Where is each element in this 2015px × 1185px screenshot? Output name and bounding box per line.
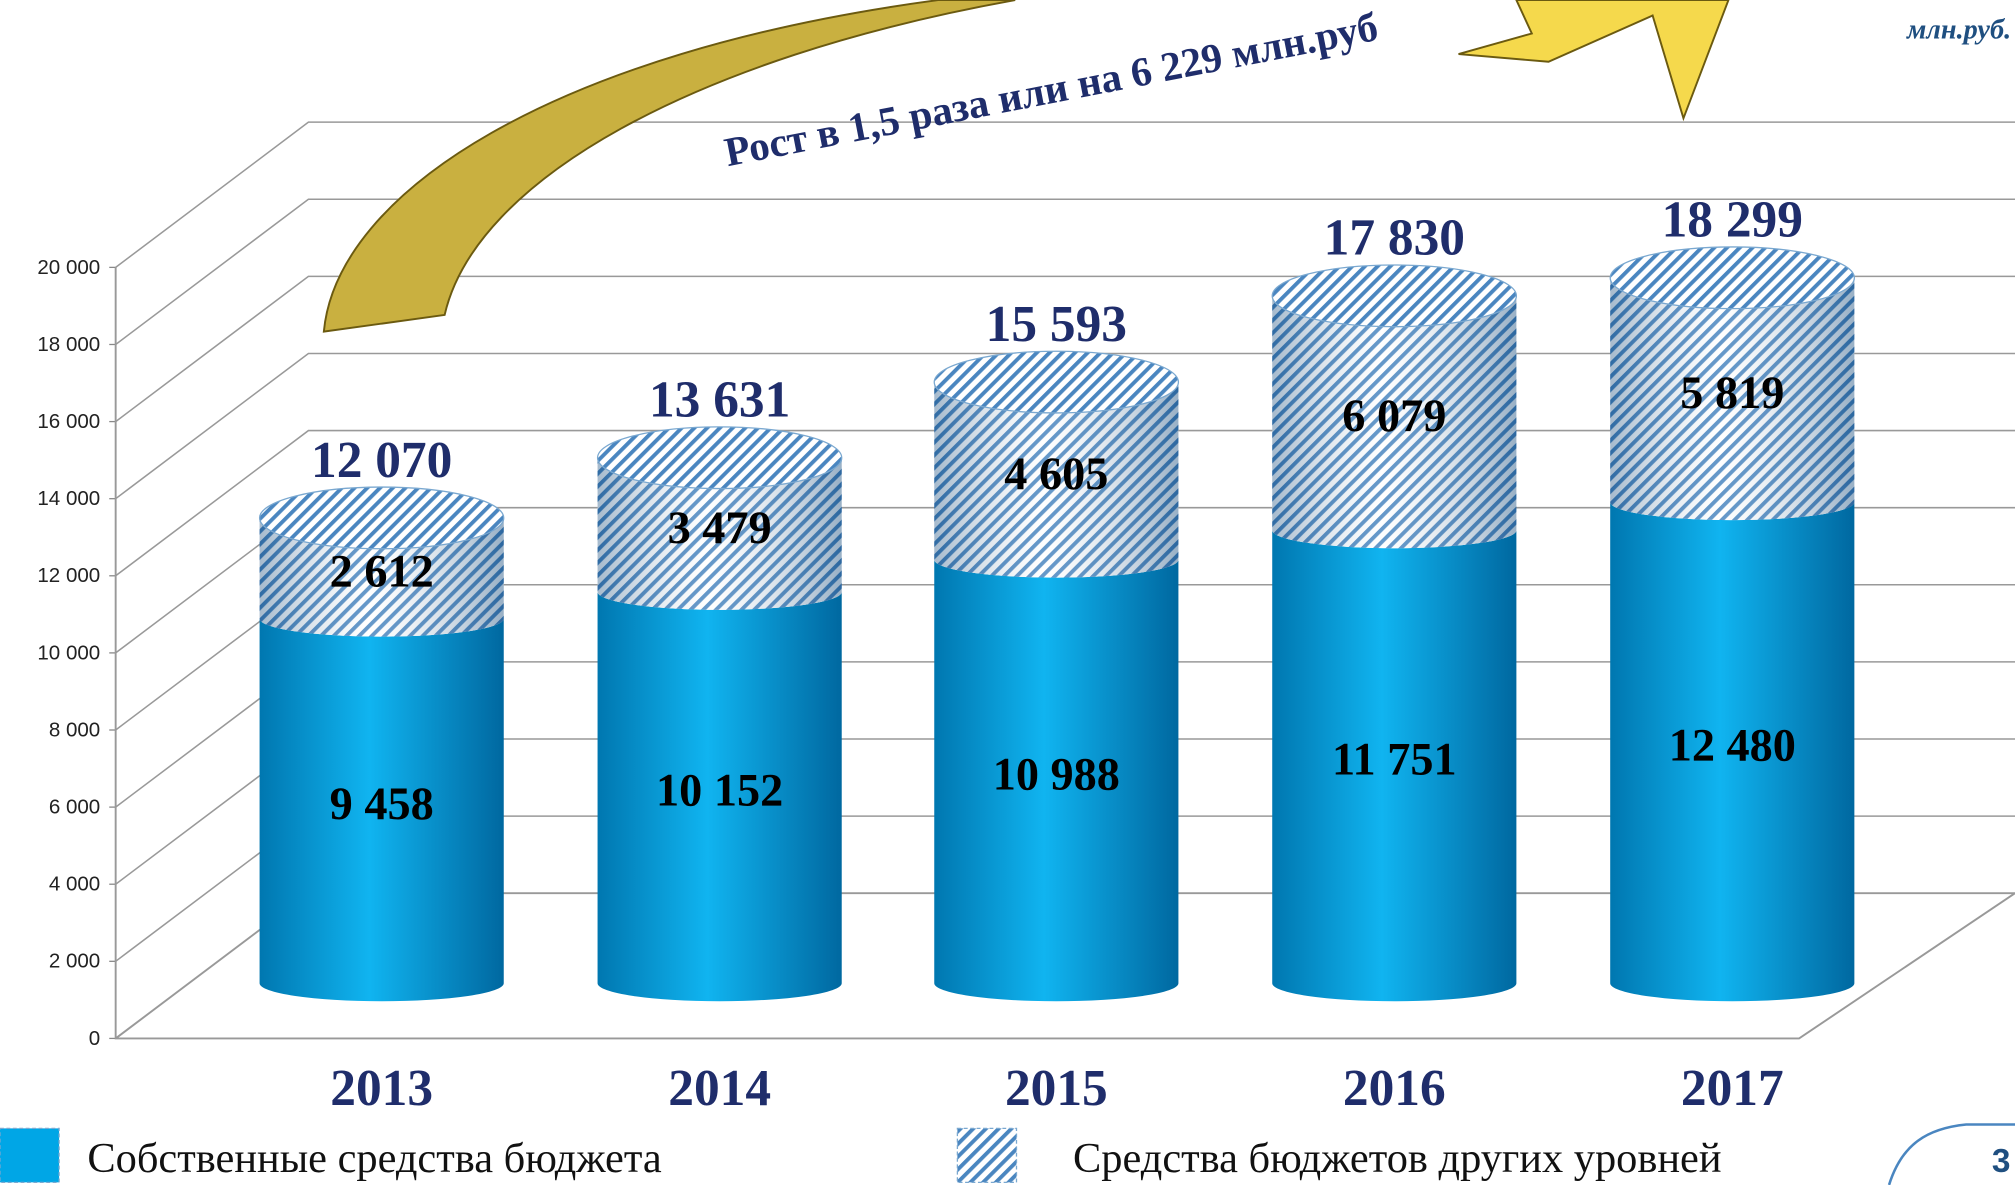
total-label: 17 830 bbox=[1324, 210, 1465, 267]
arrow-decor bbox=[1458, 0, 1730, 122]
total-label: 12 070 bbox=[311, 432, 452, 489]
unit-label: млн.руб. bbox=[1906, 15, 2011, 46]
legend-label: Собственные средства бюджета bbox=[87, 1135, 662, 1182]
data-label: 6 079 bbox=[1342, 391, 1446, 442]
y-tick-label: 4 000 bbox=[49, 873, 100, 896]
page-number: 3 bbox=[1992, 1143, 2011, 1180]
y-tick-label: 12 000 bbox=[37, 564, 100, 587]
x-tick-label: 2016 bbox=[1343, 1060, 1446, 1117]
bar-top bbox=[258, 486, 505, 550]
bar-shade bbox=[934, 382, 1179, 578]
data-label: 11 751 bbox=[1332, 735, 1457, 786]
bar-shade bbox=[259, 517, 504, 637]
y-tick-label: 10 000 bbox=[37, 641, 100, 664]
data-label: 2 612 bbox=[330, 546, 434, 597]
data-label: 9 458 bbox=[330, 779, 434, 830]
total-label: 18 299 bbox=[1662, 192, 1803, 249]
legend-swatch bbox=[956, 1127, 1018, 1183]
bar bbox=[1610, 502, 1855, 1002]
arrow-decor bbox=[322, 0, 1016, 333]
bar bbox=[597, 591, 842, 1002]
grid-line bbox=[115, 198, 2015, 346]
data-label: 3 479 bbox=[668, 503, 772, 554]
y-tick-label: 20 000 bbox=[37, 256, 100, 279]
y-tick-label: 14 000 bbox=[37, 487, 100, 510]
bar bbox=[934, 559, 1179, 1002]
y-tick-label: 16 000 bbox=[37, 410, 100, 433]
data-label: 10 988 bbox=[993, 749, 1120, 800]
bar bbox=[259, 618, 504, 1002]
x-tick-label: 2014 bbox=[668, 1060, 771, 1117]
y-tick-label: 18 000 bbox=[37, 333, 100, 356]
y-tick-label: 0 bbox=[89, 1027, 100, 1050]
bar-shade bbox=[597, 457, 842, 610]
x-tick-label: 2017 bbox=[1681, 1060, 1784, 1117]
bar-top bbox=[1609, 246, 1856, 310]
y-tick-label: 2 000 bbox=[49, 950, 100, 973]
bar bbox=[1272, 530, 1517, 1002]
data-label: 4 605 bbox=[1004, 449, 1108, 500]
legend-swatch bbox=[0, 1127, 60, 1183]
bar-top bbox=[1271, 264, 1518, 328]
grid-line bbox=[115, 121, 2015, 268]
bar-top bbox=[933, 350, 1180, 414]
data-label: 5 819 bbox=[1680, 368, 1784, 419]
bar-shade bbox=[1272, 295, 1517, 549]
x-tick-label: 2013 bbox=[330, 1060, 433, 1117]
total-label: 15 593 bbox=[986, 296, 1127, 353]
page-decor bbox=[1887, 1123, 2015, 1185]
legend-label: Средства бюджетов других уровней bbox=[1073, 1135, 1722, 1182]
legend: Собственные средства бюджета Средства бюд… bbox=[0, 1127, 1722, 1183]
y-tick-label: 6 000 bbox=[49, 796, 100, 819]
x-tick-label: 2015 bbox=[1005, 1060, 1108, 1117]
bar-shade bbox=[1610, 277, 1855, 521]
data-label: 12 480 bbox=[1669, 721, 1796, 772]
total-label: 13 631 bbox=[649, 372, 790, 429]
bar-top bbox=[596, 426, 843, 490]
y-tick-label: 8 000 bbox=[49, 718, 100, 741]
bars: 9 458 2 612 12 070 2013 10 152 3 479 13 631 201… bbox=[258, 192, 1856, 1117]
data-label: 10 152 bbox=[656, 766, 783, 817]
